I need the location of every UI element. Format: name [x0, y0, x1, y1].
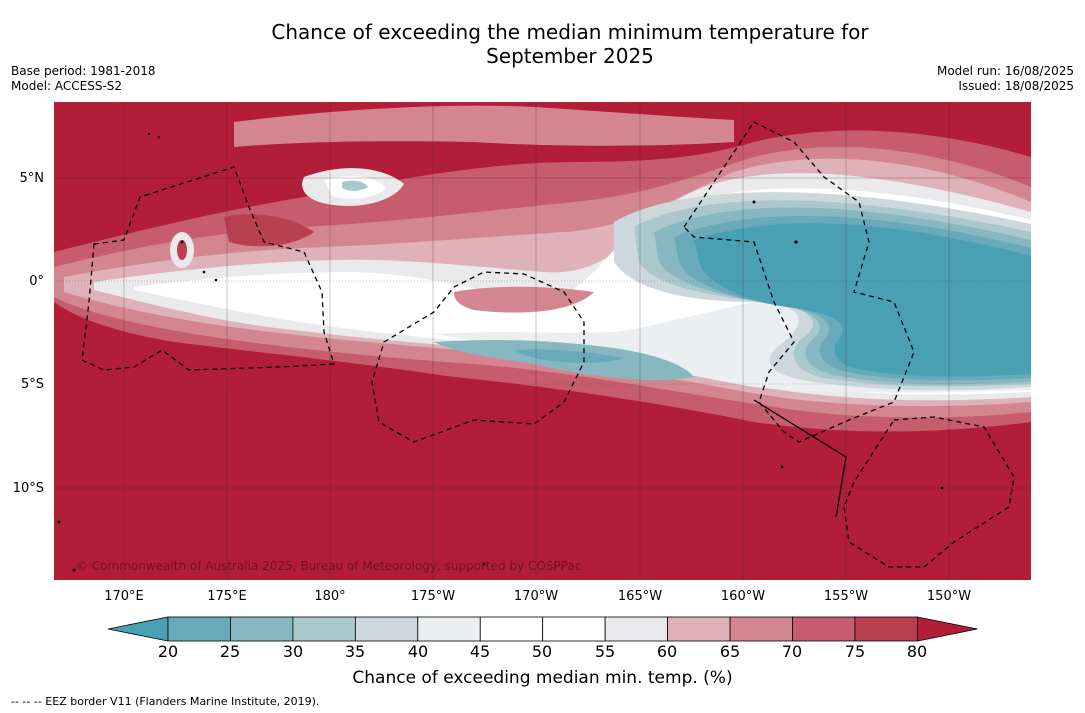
colorbar-tick-50: 50 [531, 642, 553, 661]
colorbar-extend-high [917, 616, 978, 642]
lon-label-180: 180° [314, 589, 346, 604]
island-markers [57, 132, 944, 572]
lon-label-155w: 155°W [823, 589, 869, 604]
colorbar-tick-65: 65 [719, 642, 741, 661]
lat-label-5s: 5°S [20, 377, 44, 392]
colorbar-cells [108, 616, 978, 642]
contour-65-north [234, 105, 734, 147]
contour-25-south-patch [514, 349, 624, 363]
lon-label-170w: 170°W [513, 589, 559, 604]
colorbar-tick-45: 45 [469, 642, 491, 661]
colorbar-cell [167, 616, 231, 642]
eez-borders [81, 121, 1015, 568]
colorbar-cell [542, 616, 606, 642]
colorbar-cell [604, 616, 668, 642]
lon-label-175e: 175°E [207, 589, 247, 604]
colorbar-label: Chance of exceeding median min. temp. (%… [352, 668, 733, 688]
colorbar-cell [667, 616, 731, 642]
lat-label-0: 0° [29, 274, 44, 289]
model-info: Base period: 1981-2018 Model: ACCESS-S2 [11, 64, 156, 94]
forecast-map[interactable]: © Commonwealth of Australia 2025, Bureau… [54, 102, 1031, 580]
colorbar-tick-35: 35 [344, 642, 366, 661]
title-line-1: Chance of exceeding the median minimum t… [271, 20, 869, 44]
model-run-date: Model run: 16/08/2025 [936, 64, 1074, 78]
lat-label-10s: 10°S [12, 481, 44, 496]
lat-label-5n: 5°N [19, 171, 45, 186]
warm-patch-west [224, 214, 314, 247]
graticule [54, 102, 1031, 580]
warm-spot-west [177, 240, 187, 260]
colorbar-cell [854, 616, 918, 642]
run-info: Model run: 16/08/2025 Issued: 18/08/2025 [937, 64, 1074, 94]
eez-footnote: -- -- -- EEZ border V11 (Flanders Marine… [11, 695, 320, 708]
title-line-2: September 2025 [486, 44, 654, 68]
colorbar-tick-60: 60 [656, 642, 678, 661]
colorbar-extend-low [108, 616, 169, 642]
lon-label-165w: 165°W [617, 589, 663, 604]
contour-20-east [694, 223, 1031, 377]
colorbar-cell [292, 616, 356, 642]
colorbar-tick-40: 40 [407, 642, 429, 661]
copyright-notice: © Commonwealth of Australia 2025, Bureau… [76, 559, 582, 573]
colorbar-tick-25: 25 [219, 642, 241, 661]
colorbar-tick-75: 75 [844, 642, 866, 661]
colorbar-tick-80: 80 [906, 642, 928, 661]
lon-label-160w: 160°W [720, 589, 766, 604]
base-period: Base period: 1981-2018 [11, 64, 156, 78]
colorbar-tick-30: 30 [282, 642, 304, 661]
map-canvas [54, 102, 1031, 580]
cool-patch-north-core [342, 180, 368, 191]
lon-label-175w: 175°W [410, 589, 456, 604]
colorbar-cell [417, 616, 481, 642]
eez-solid-segment [753, 399, 847, 518]
warm-patch-equator [454, 286, 594, 313]
map-title: Chance of exceeding the median minimum t… [0, 20, 1085, 68]
model-name: Model: ACCESS-S2 [11, 79, 123, 93]
colorbar-cell [792, 616, 856, 642]
colorbar-cell [230, 616, 294, 642]
colorbar-tick-20: 20 [157, 642, 179, 661]
issued-date: Issued: 18/08/2025 [958, 79, 1074, 93]
lon-label-170e: 170°E [104, 589, 144, 604]
colorbar [108, 616, 978, 642]
lon-label-150w: 150°W [926, 589, 972, 604]
colorbar-tick-70: 70 [781, 642, 803, 661]
colorbar-cell [354, 616, 419, 642]
colorbar-tick-55: 55 [594, 642, 616, 661]
colorbar-cell [729, 616, 793, 642]
colorbar-cell [479, 616, 544, 642]
